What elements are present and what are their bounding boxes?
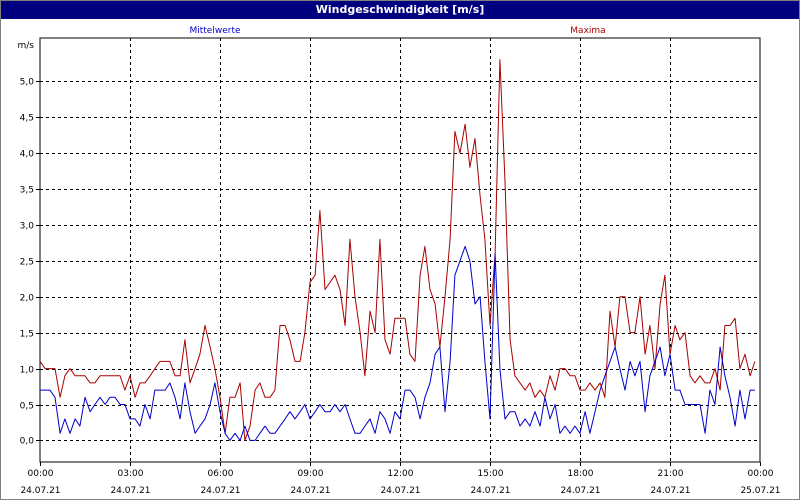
x-tick-date-label: 24.07.21 xyxy=(470,486,510,496)
y-tick-label: 2,5 xyxy=(20,258,34,268)
x-tick-time-label: 15:00 xyxy=(478,469,504,479)
series-line-maxima xyxy=(39,59,756,441)
x-tick-date-label: 24.07.21 xyxy=(380,486,420,496)
y-tick-label: 3,0 xyxy=(20,222,35,232)
grid xyxy=(40,38,760,462)
window-title: Windgeschwindigkeit [m/s] xyxy=(1,1,799,19)
y-axis-unit-label: m/s xyxy=(18,41,35,51)
y-tick-label: 0,5 xyxy=(20,402,34,412)
series-line-mittelwerte xyxy=(40,245,755,441)
x-tick-time-label: 00:00 xyxy=(748,469,774,479)
x-tick-date-label: 24.07.21 xyxy=(200,486,240,496)
x-tick-time-label: 06:00 xyxy=(208,469,234,479)
y-tick-label: 3,5 xyxy=(20,186,34,196)
legend-maxima: Maxima xyxy=(570,26,605,36)
x-tick-time-label: 03:00 xyxy=(118,469,144,479)
y-tick-label: 0,0 xyxy=(20,437,35,447)
legend-mittelwerte: Mittelwerte xyxy=(189,26,240,36)
axes: 0,0 0,5 1,0 1,5 2,0 2,5 3,0 3,5 4,0 4,5 5,0 00:00 24… xyxy=(20,78,781,497)
y-tick-label: 1,0 xyxy=(20,366,35,376)
series xyxy=(39,59,756,441)
x-tick-time-label: 21:00 xyxy=(658,469,684,479)
y-tick-label: 4,0 xyxy=(20,150,35,160)
x-tick-date-label: 25.07.21 xyxy=(740,486,780,496)
x-tick-time-label: 12:00 xyxy=(388,469,414,479)
x-tick-date-label: 24.07.21 xyxy=(560,486,600,496)
x-tick-date-label: 24.07.21 xyxy=(110,486,150,496)
y-tick-label: 4,5 xyxy=(20,114,34,124)
x-tick-time-label: 18:00 xyxy=(568,469,594,479)
x-tick-date-label: 24.07.21 xyxy=(650,486,690,496)
y-tick-label: 2,0 xyxy=(20,294,35,304)
y-tick-label: 1,5 xyxy=(20,330,34,340)
x-tick-date-label: 24.07.21 xyxy=(20,486,60,496)
x-tick-date-label: 24.07.21 xyxy=(290,486,330,496)
x-tick-time-label: 09:00 xyxy=(298,469,324,479)
x-tick-time-label: 00:00 xyxy=(28,469,54,479)
y-tick-label: 5,0 xyxy=(20,78,35,88)
